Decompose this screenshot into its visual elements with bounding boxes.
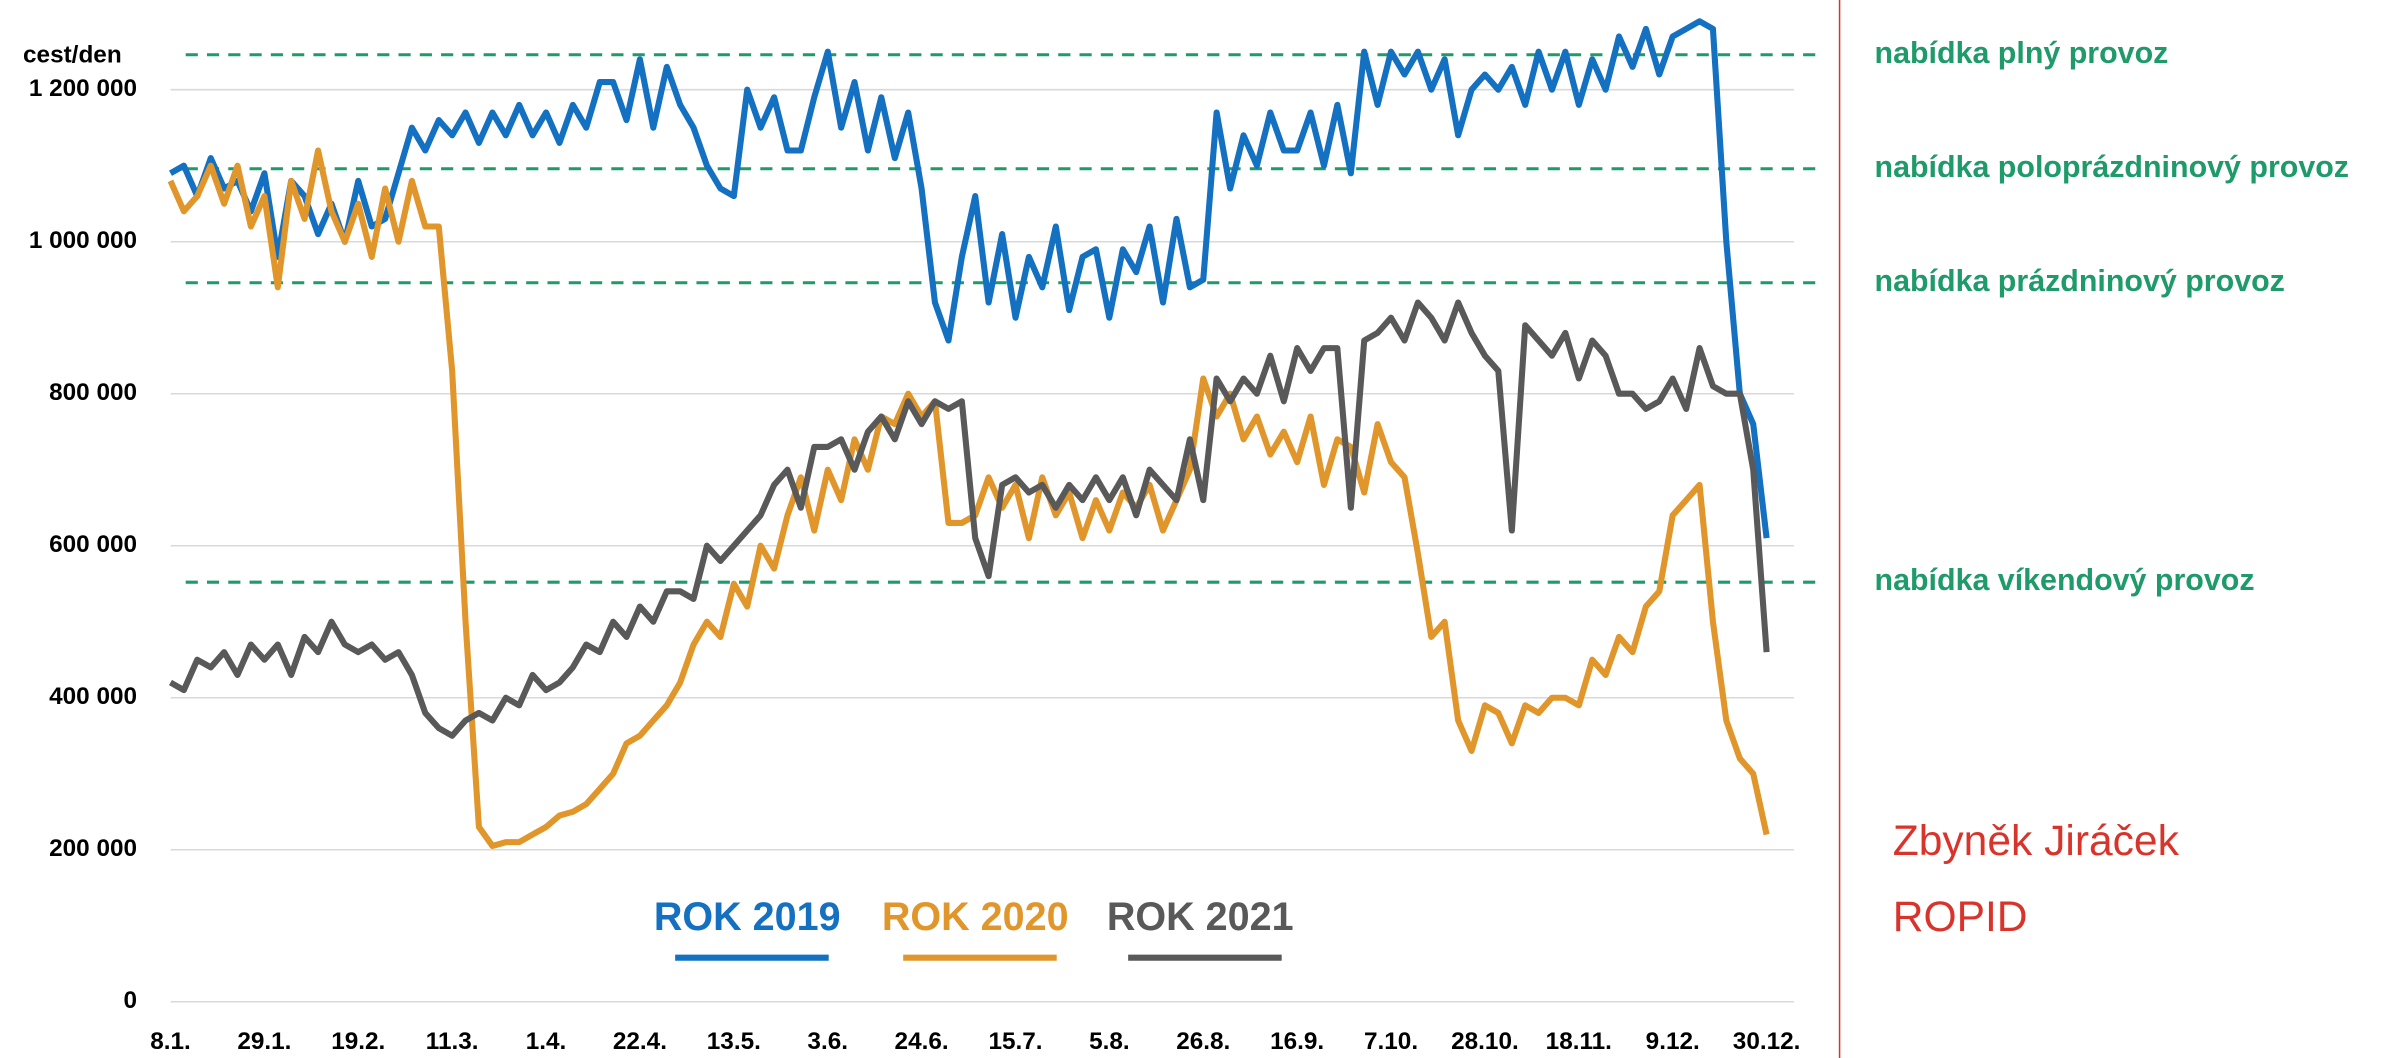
x-tick-label: 18.11.: [1546, 1028, 1612, 1055]
legend-label: ROK 2019: [654, 895, 841, 939]
y-tick-label: 1 200 000: [29, 75, 137, 102]
legend-label: ROK 2020: [882, 895, 1069, 939]
x-tick-label: 28.10.: [1451, 1028, 1519, 1055]
annotation: Zbyněk Jiráček: [1893, 817, 2180, 865]
x-tick-label: 9.12.: [1646, 1028, 1700, 1055]
series-line: [168, 299, 1770, 739]
x-tick-label: 8.1.: [150, 1028, 191, 1055]
reference-label: nabídka prázdninový provoz: [1875, 264, 2285, 298]
x-tick-label: 26.8.: [1176, 1028, 1230, 1055]
x-tick-label: 7.10.: [1364, 1028, 1418, 1055]
reference-label: nabídka poloprázdninový provoz: [1875, 150, 2349, 184]
y-axis-label: cest/den: [23, 42, 122, 69]
x-tick-label: 30.12.: [1733, 1028, 1801, 1055]
x-tick-label: 16.9.: [1270, 1028, 1324, 1055]
x-tick-label: 19.2.: [331, 1028, 385, 1055]
y-tick-label: 0: [124, 987, 138, 1014]
x-tick-label: 11.3.: [426, 1028, 479, 1055]
x-tick-label: 13.5.: [707, 1028, 761, 1055]
y-tick-label: 400 000: [49, 683, 137, 710]
x-tick-label: 15.7.: [988, 1028, 1042, 1055]
series-line: [167, 147, 1770, 849]
x-tick-label: 22.4.: [613, 1028, 667, 1055]
y-tick-label: 600 000: [49, 531, 137, 558]
x-tick-label: 24.6.: [895, 1028, 949, 1055]
reference-label: nabídka plný provoz: [1875, 36, 2169, 70]
y-tick-label: 200 000: [49, 835, 137, 862]
annotation: ROPID: [1893, 893, 2028, 941]
reference-label: nabídka víkendový provoz: [1875, 563, 2255, 597]
x-tick-label: 5.8.: [1089, 1028, 1130, 1055]
series-line: [168, 18, 1770, 539]
x-tick-label: 1.4.: [526, 1028, 567, 1055]
x-tick-label: 3.6.: [807, 1028, 848, 1055]
y-tick-label: 1 000 000: [29, 227, 137, 254]
y-tick-label: 800 000: [49, 379, 137, 406]
legend-label: ROK 2021: [1107, 895, 1294, 939]
x-tick-label: 29.1.: [237, 1028, 291, 1055]
